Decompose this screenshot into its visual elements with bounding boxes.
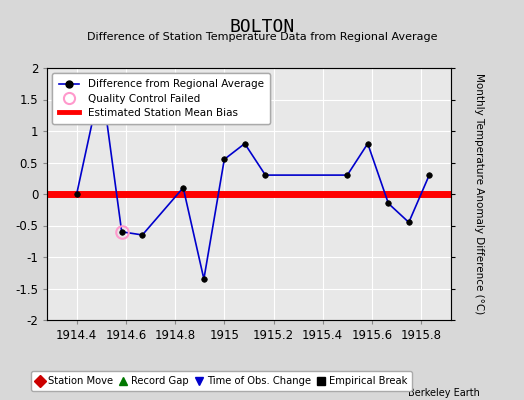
Text: Difference of Station Temperature Data from Regional Average: Difference of Station Temperature Data f… [87, 32, 437, 42]
Text: BOLTON: BOLTON [230, 18, 294, 36]
Legend: Difference from Regional Average, Quality Control Failed, Estimated Station Mean: Difference from Regional Average, Qualit… [52, 73, 270, 124]
Text: Berkeley Earth: Berkeley Earth [408, 388, 479, 398]
Legend: Station Move, Record Gap, Time of Obs. Change, Empirical Break: Station Move, Record Gap, Time of Obs. C… [31, 371, 412, 391]
Y-axis label: Monthly Temperature Anomaly Difference (°C): Monthly Temperature Anomaly Difference (… [474, 73, 484, 315]
